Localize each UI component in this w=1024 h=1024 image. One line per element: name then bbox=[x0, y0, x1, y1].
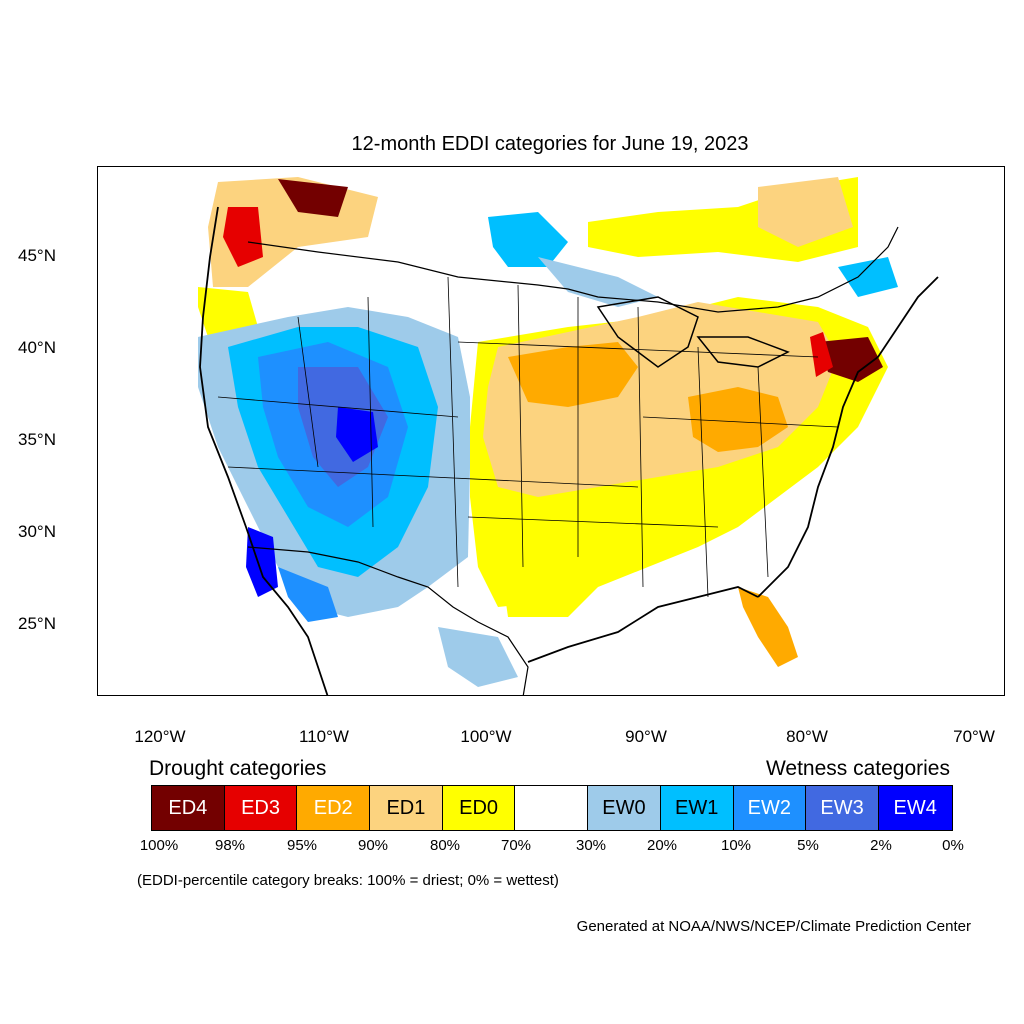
pct-break-5: 5% bbox=[797, 837, 819, 854]
lon-label-100: 100°W bbox=[460, 727, 512, 746]
pct-break-20: 20% bbox=[646, 837, 678, 854]
lon-label-70: 70°W bbox=[953, 727, 995, 746]
category-breaks-note: (EDDI-percentile category breaks: 100% =… bbox=[137, 872, 559, 889]
legend-cell-ew1: EW1 bbox=[660, 786, 734, 830]
ew0-lake-region bbox=[538, 257, 658, 307]
mexico-border bbox=[247, 546, 529, 695]
lat-label-30: 30°N bbox=[18, 522, 56, 541]
ew2-baja bbox=[278, 567, 338, 622]
ed3-washington-coast bbox=[223, 207, 263, 267]
lat-label-25: 25°N bbox=[18, 614, 56, 633]
pct-break-10: 10% bbox=[720, 837, 752, 854]
pct-break-98: 98% bbox=[214, 837, 246, 854]
legend-cell-ed2: ED2 bbox=[297, 786, 371, 830]
wetness-regions bbox=[198, 212, 898, 687]
lon-label-110: 110°W bbox=[299, 727, 349, 746]
pct-break-30: 30% bbox=[575, 837, 607, 854]
legend-cell-ed1: ED1 bbox=[370, 786, 443, 830]
gulf-coast bbox=[527, 586, 759, 663]
pct-break-0: 0% bbox=[942, 837, 964, 854]
legend-cell-normal bbox=[515, 786, 589, 830]
ed2-florida-region bbox=[738, 587, 798, 667]
conus-map-svg bbox=[198, 177, 939, 695]
credit-line: Generated at NOAA/NWS/NCEP/Climate Predi… bbox=[576, 918, 971, 935]
legend-cell-ed4: ED4 bbox=[152, 786, 225, 830]
lat-label-40: 40°N bbox=[18, 338, 56, 357]
pct-break-80: 80% bbox=[429, 837, 461, 854]
legend-cell-ew4: EW4 bbox=[878, 786, 952, 830]
ew4-baja bbox=[246, 527, 278, 597]
drought-regions bbox=[198, 177, 888, 667]
state-lines bbox=[217, 276, 839, 598]
ed4-pacific-nw bbox=[278, 179, 348, 217]
ed3-northeast-edge bbox=[810, 332, 833, 377]
legend-cell-ed3: ED3 bbox=[224, 786, 298, 830]
eddi-map bbox=[97, 166, 1005, 696]
ew4-utah-colorado bbox=[336, 407, 378, 462]
pct-break-100: 100% bbox=[139, 837, 179, 854]
legend-cell-ew0: EW0 bbox=[588, 786, 661, 830]
map-title: 12-month EDDI categories for June 19, 20… bbox=[351, 133, 749, 155]
legend-cell-ew2: EW2 bbox=[733, 786, 807, 830]
legend-color-bar: ED4 ED3 ED2 ED1 ED0 EW0 EW1 EW2 EW3 EW4 bbox=[151, 785, 953, 831]
pct-break-95: 95% bbox=[286, 837, 318, 854]
drought-categories-heading: Drought categories bbox=[149, 757, 327, 780]
legend-cell-ed0: ED0 bbox=[442, 786, 516, 830]
ed2-ohio-region bbox=[688, 387, 788, 452]
ew0-texas-coast bbox=[438, 627, 518, 687]
wetness-categories-heading: Wetness categories bbox=[765, 757, 950, 780]
ed2-midwest-region bbox=[508, 342, 638, 407]
great-lakes-outline bbox=[596, 296, 790, 368]
ed0-pacific-nw bbox=[198, 287, 258, 337]
pct-break-70: 70% bbox=[500, 837, 532, 854]
west-coast bbox=[199, 206, 329, 695]
ed4-northeast-region bbox=[818, 337, 883, 382]
boundary-lines bbox=[199, 206, 939, 695]
lon-label-90: 90°W bbox=[625, 727, 667, 746]
east-coast bbox=[757, 276, 939, 598]
ed1-quebec-region bbox=[758, 177, 853, 247]
pct-break-2: 2% bbox=[870, 837, 892, 854]
canada-border bbox=[247, 226, 899, 313]
pct-break-90: 90% bbox=[357, 837, 389, 854]
ew1-superior-region bbox=[488, 212, 568, 267]
lon-label-80: 80°W bbox=[786, 727, 828, 746]
legend-cell-ew3: EW3 bbox=[806, 786, 879, 830]
lon-label-120: 120°W bbox=[134, 727, 186, 746]
ew1-maritime bbox=[838, 257, 898, 297]
lat-label-35: 35°N bbox=[18, 430, 56, 449]
lat-label-45: 45°N bbox=[18, 246, 56, 265]
